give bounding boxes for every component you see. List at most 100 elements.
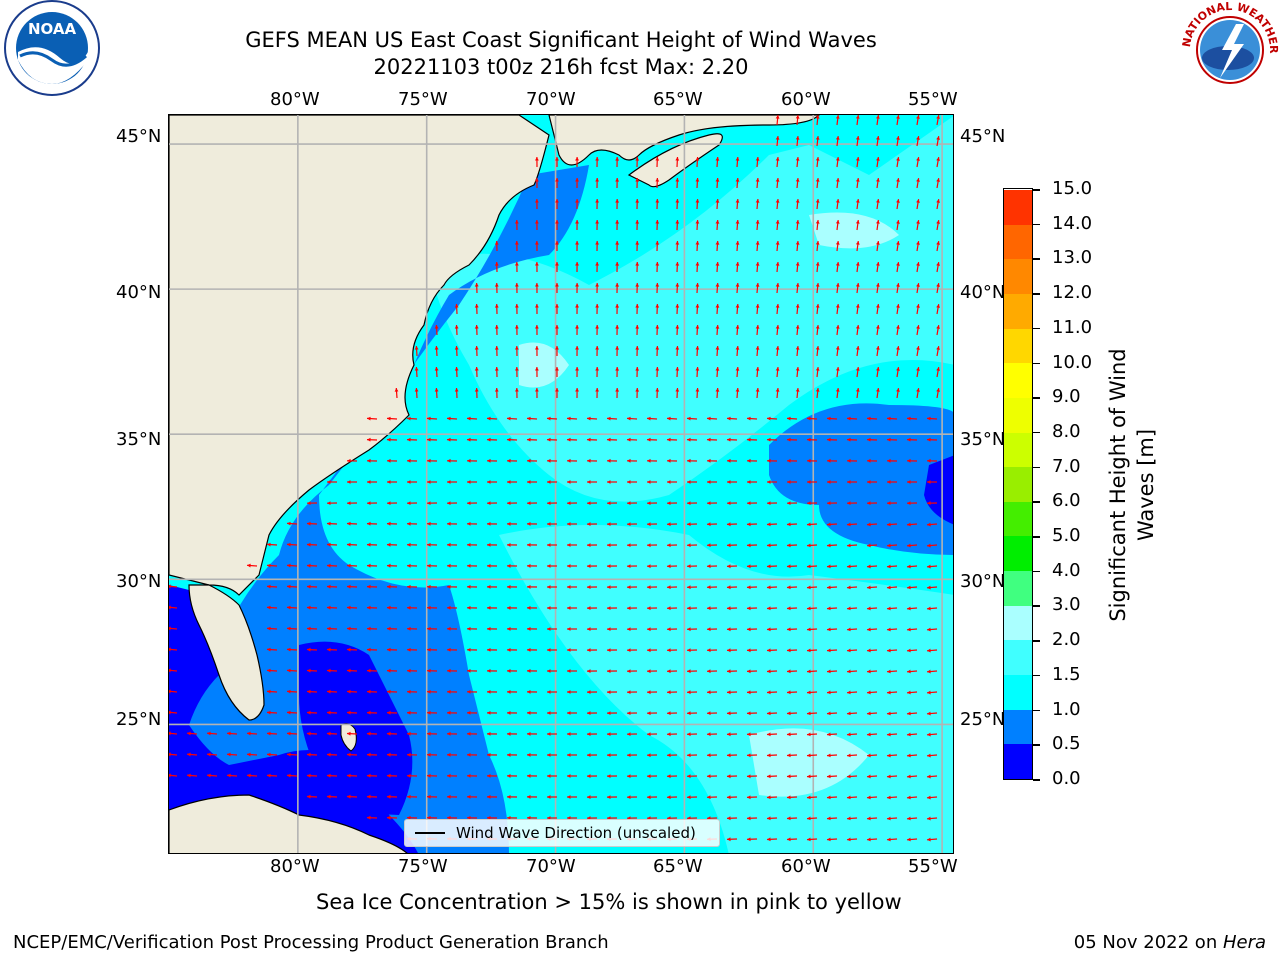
wave-direction-arrowhead [867, 522, 871, 527]
wave-direction-arrowhead [727, 732, 731, 737]
wave-direction-arrowhead [695, 199, 700, 203]
wave-direction-arrowhead [595, 178, 599, 182]
wave-direction-arrowhead [535, 241, 539, 245]
wave-direction-arrowhead [227, 731, 231, 736]
wave-direction-arrowhead [535, 157, 539, 161]
wave-direction-arrowhead [535, 199, 539, 203]
wave-direction-arrowhead [936, 178, 940, 182]
wave-direction-arrowhead [647, 648, 651, 653]
wave-direction-arrowhead [387, 815, 391, 820]
wave-direction-arrow [169, 774, 178, 777]
wave-direction-arrowhead [695, 178, 700, 182]
wave-direction-arrowhead [807, 480, 811, 484]
colorbar-segment [1004, 709, 1032, 745]
wave-direction-arrowhead [647, 753, 651, 758]
wave-direction-arrowhead [387, 710, 391, 715]
wave-direction-arrowhead [807, 774, 811, 779]
wave-direction-arrowhead [715, 241, 720, 245]
wave-direction-arrowhead [627, 480, 631, 484]
wave-direction-arrowhead [907, 564, 911, 569]
wave-direction-arrowhead [815, 136, 820, 140]
wave-direction-arrowhead [855, 220, 860, 224]
wave-direction-arrowhead [555, 325, 559, 329]
wave-zone-bahamas [299, 641, 413, 815]
wave-direction-arrowhead [547, 437, 551, 442]
wave-direction-arrowhead [635, 220, 640, 224]
colorbar-tick-label: 5.0 [1052, 525, 1081, 547]
wave-direction-arrowhead [887, 564, 891, 569]
wave-direction-arrowhead [867, 816, 871, 821]
wave-direction-arrowhead [667, 564, 671, 569]
wave-direction-arrowhead [367, 752, 371, 757]
wave-direction-arrowhead [187, 731, 191, 736]
wave-direction-arrowhead [695, 388, 700, 392]
wave-direction-arrowhead [527, 627, 531, 631]
wave-direction-arrowhead [487, 774, 491, 778]
wave-direction-arrowhead [587, 458, 591, 463]
wave-direction-arrowhead [595, 241, 599, 245]
wave-direction-arrowhead [267, 563, 271, 568]
wave-direction-arrowhead [555, 241, 559, 245]
wave-direction-arrowhead [454, 325, 459, 329]
wave-direction-arrowhead [607, 564, 611, 568]
wave-direction-arrowhead [595, 262, 599, 266]
wave-direction-arrowhead [815, 115, 820, 119]
wave-direction-arrow [169, 627, 178, 630]
wave-direction-arrowhead [267, 689, 271, 694]
wave-direction-arrowhead [555, 199, 559, 203]
wave-direction-arrowhead [447, 710, 451, 715]
wave-direction-arrowhead [507, 774, 511, 778]
wave-direction-arrowhead [735, 346, 740, 350]
wave-direction-arrowhead [527, 711, 531, 715]
wave-direction-arrowhead [555, 304, 559, 308]
wave-direction-arrowhead [727, 606, 731, 611]
wave-direction-arrowhead [407, 626, 411, 631]
wave-direction-arrowhead [607, 480, 611, 484]
wave-direction-arrowhead [715, 283, 720, 287]
wave-direction-arrowhead [907, 837, 911, 842]
wave-direction-arrowhead [169, 668, 171, 673]
wave-direction-arrowhead [707, 564, 711, 569]
colorbar-tick-mark [1033, 570, 1040, 573]
wave-direction-arrowhead [467, 753, 471, 757]
wave-direction-arrowhead [735, 304, 740, 308]
colorbar-segment [1004, 328, 1032, 364]
wave-direction-arrowhead [887, 669, 891, 674]
wave-direction-arrow [169, 585, 178, 588]
wave-direction-arrowhead [727, 816, 731, 821]
wave-direction-arrowhead [607, 690, 611, 694]
wave-direction-arrowhead [327, 480, 331, 484]
wave-direction-arrowhead [535, 367, 539, 371]
wave-direction-arrowhead [847, 585, 851, 590]
wave-direction-arrowhead [695, 220, 700, 224]
lat-label-right-30: 30°N [960, 571, 1006, 592]
wave-direction-arrowhead [287, 626, 291, 631]
wave-direction-arrowhead [775, 388, 780, 392]
wave-direction-arrowhead [647, 606, 651, 611]
wave-direction-arrowhead [595, 199, 599, 203]
colorbar-segment [1004, 570, 1032, 606]
wave-direction-arrowhead [767, 648, 771, 653]
wave-direction-arrowhead [747, 480, 751, 484]
wave-direction-arrowhead [667, 501, 671, 505]
wave-direction-arrowhead [627, 606, 631, 610]
wave-direction-arrowhead [807, 627, 811, 632]
wave-direction-arrowhead [467, 458, 471, 463]
wave-direction-arrowhead [675, 157, 680, 161]
wave-direction-arrowhead [807, 585, 811, 590]
wave-direction-arrowhead [735, 199, 740, 203]
wave-direction-arrowhead [896, 325, 900, 329]
wave-direction-arrowhead [667, 543, 671, 548]
wave-direction-arrowhead [867, 753, 871, 758]
wave-direction-arrowhead [474, 304, 479, 308]
wave-direction-arrowhead [747, 648, 751, 653]
wave-direction-arrowhead [407, 605, 411, 610]
wave-direction-arrowhead [607, 627, 611, 631]
wave-direction-arrowhead [827, 816, 831, 821]
wave-direction-arrowhead [907, 437, 911, 442]
wave-direction-arrowhead [169, 626, 171, 631]
wave-direction-arrowhead [687, 543, 691, 548]
wave-direction-arrowhead [607, 795, 611, 799]
wave-direction-arrowhead [427, 584, 431, 589]
wave-direction-arrowhead [835, 346, 840, 350]
